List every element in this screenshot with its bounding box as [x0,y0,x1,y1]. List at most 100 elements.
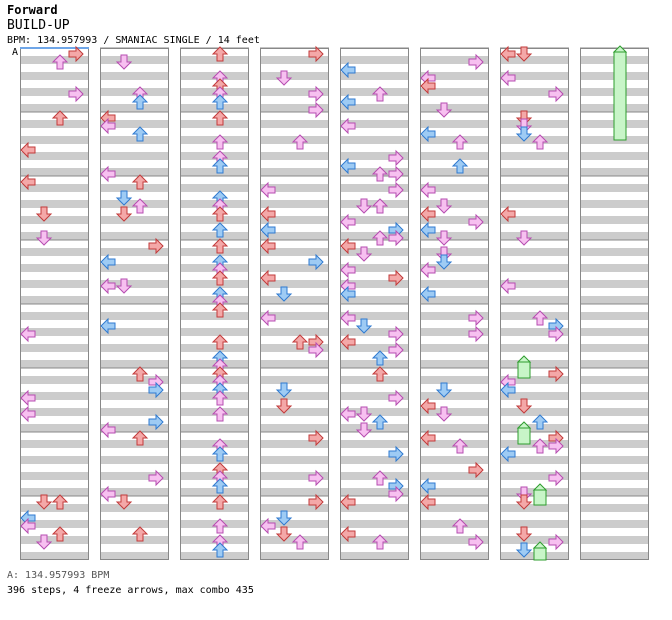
beat-stripe [20,248,89,256]
beat-stripe [420,376,489,384]
down-arrow [515,526,533,542]
up-arrow [131,174,149,190]
beat-stripe [100,152,169,160]
beat-stripe [500,232,569,240]
down-arrow [275,382,293,398]
beat-stripe [20,232,89,240]
left-arrow [420,77,436,95]
left-arrow [260,517,276,535]
beat-stripe [180,456,249,464]
beat-stripe [340,376,409,384]
right-arrow [68,85,84,103]
beat-stripe [100,488,169,496]
left-arrow [500,277,516,295]
beat-stripe [100,552,169,560]
right-arrow [468,461,484,479]
beat-stripe [420,120,489,128]
beat-stripe [20,136,89,144]
beat-stripe [260,392,329,400]
beat-stripe [340,136,409,144]
beat-stripe [100,536,169,544]
beat-stripe [420,344,489,352]
beat-stripe [420,168,489,176]
beat-stripe [20,312,89,320]
left-arrow [100,165,116,183]
right-arrow [388,149,404,167]
beat-stripe [180,552,249,560]
beat-stripe [260,408,329,416]
beat-stripe [500,264,569,272]
up-arrow [211,334,229,350]
beat-stripe [420,472,489,480]
beat-stripe [340,280,409,288]
beat-stripe [100,232,169,240]
beat-stripe [340,328,409,336]
down-arrow [435,102,453,118]
left-arrow [20,405,36,423]
right-arrow [388,341,404,359]
left-arrow [260,237,276,255]
beat-stripe [260,184,329,192]
beat-stripe [20,104,89,112]
up-arrow [211,406,229,422]
down-arrow [115,494,133,510]
beat-stripe [500,296,569,304]
beat-stripe [100,264,169,272]
down-arrow [515,46,533,62]
right-arrow [388,445,404,463]
beat-stripe [580,504,649,512]
beat-stripe [260,504,329,512]
right-arrow [148,469,164,487]
beat-stripe [100,424,169,432]
right-arrow [388,165,404,183]
beat-stripe [500,360,569,368]
left-arrow [340,285,356,303]
beat-stripe [420,552,489,560]
beat-stripe [580,424,649,432]
up-arrow [211,134,229,150]
freeze-arrow-body [533,547,547,561]
beat-stripe [340,184,409,192]
beat-stripe [500,216,569,224]
down-arrow [275,70,293,86]
beat-stripe [260,312,329,320]
beat-stripe [580,216,649,224]
left-arrow [340,493,356,511]
beat-stripe [500,168,569,176]
beat-stripe [100,408,169,416]
beat-stripe [340,72,409,80]
beat-stripe [580,232,649,240]
beat-stripe [500,344,569,352]
left-arrow [260,309,276,327]
right-arrow [308,429,324,447]
beat-stripe [580,152,649,160]
down-arrow [275,510,293,526]
down-arrow [355,246,373,262]
beat-stripe [580,456,649,464]
left-arrow [100,117,116,135]
beat-stripe [500,472,569,480]
song-title: BUILD-UP [7,18,70,33]
beat-stripe [580,440,649,448]
beat-stripe [180,312,249,320]
beat-stripe [580,248,649,256]
left-arrow [20,325,36,343]
beat-stripe [500,280,569,288]
left-arrow [340,333,356,351]
beat-stripe [580,168,649,176]
down-arrow [35,494,53,510]
beat-stripe [420,296,489,304]
beat-stripe [100,184,169,192]
up-arrow [211,518,229,534]
beat-stripe [340,312,409,320]
left-arrow [100,421,116,439]
beat-stripe [260,296,329,304]
beat-stripe [340,456,409,464]
beat-stripe [500,376,569,384]
beat-stripe [180,488,249,496]
beat-stripe [260,56,329,64]
beat-stripe [500,88,569,96]
right-arrow [468,213,484,231]
beat-stripe [340,392,409,400]
